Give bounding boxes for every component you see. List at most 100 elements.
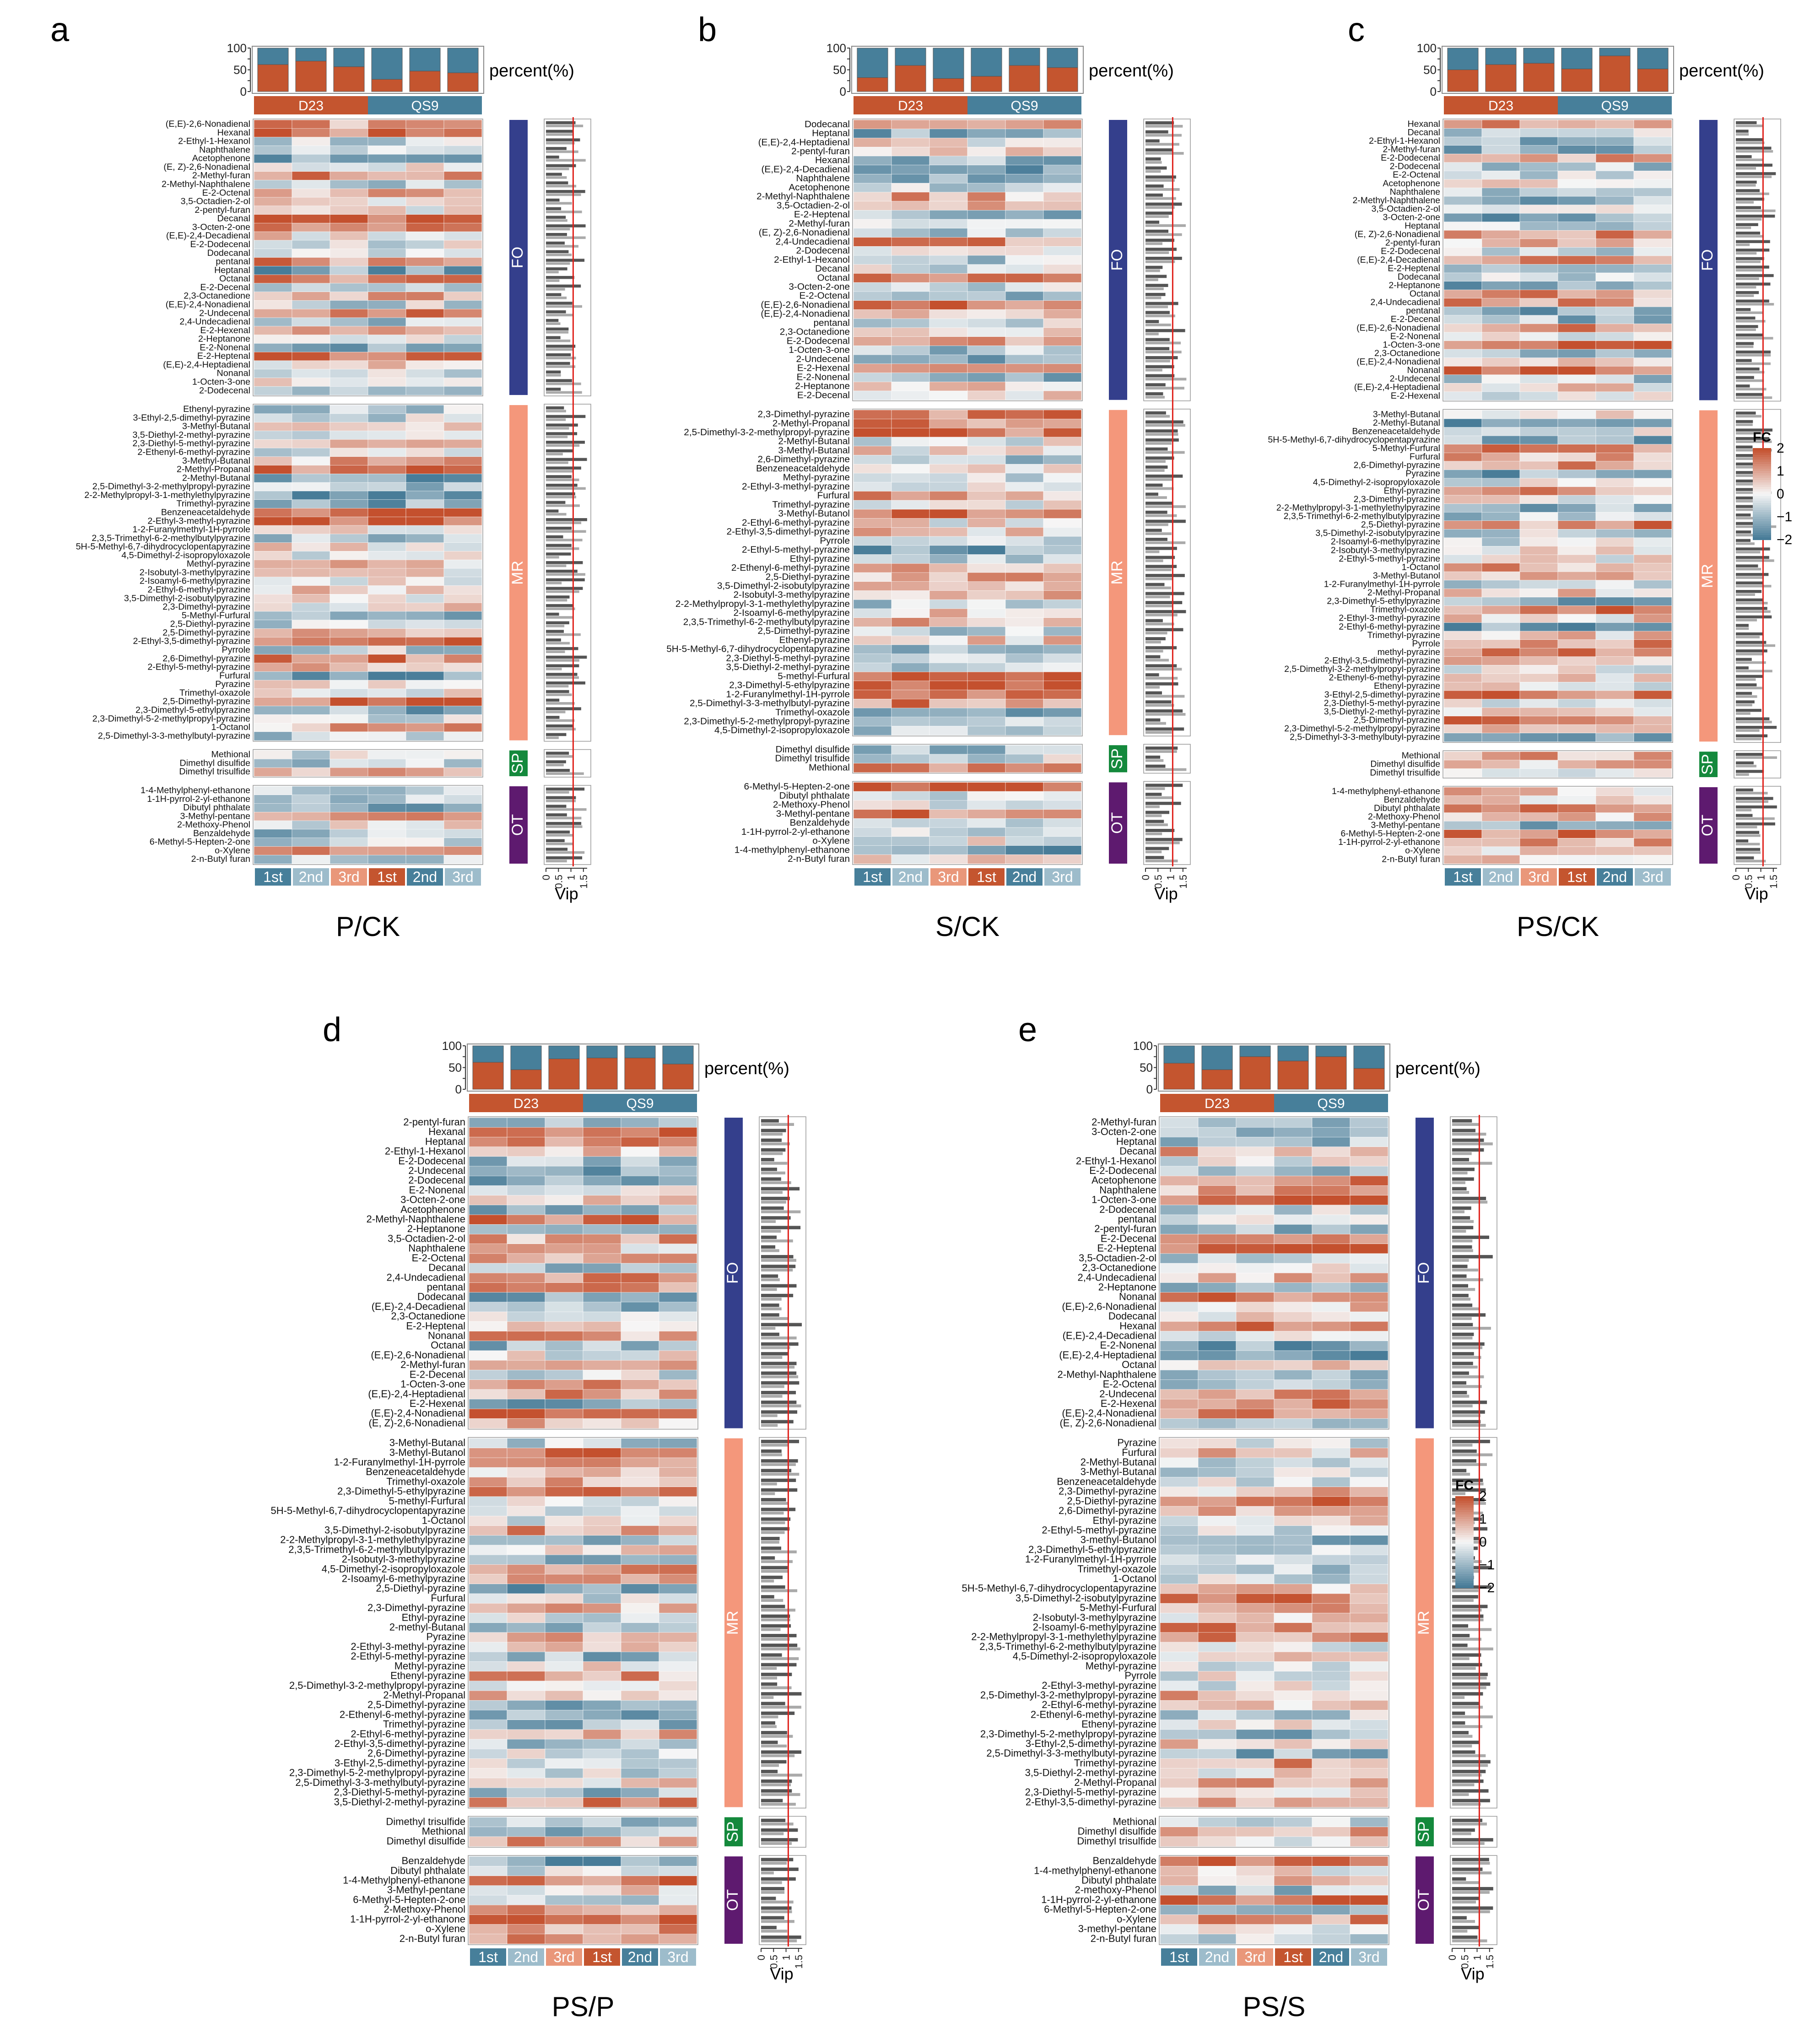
vip-bar bbox=[1736, 615, 1772, 619]
vip-bar bbox=[1736, 479, 1764, 483]
compound-label: 2,3,5-Trimethyl-6-2-methylbutylpyrazine bbox=[288, 1544, 465, 1555]
heat-cell bbox=[967, 500, 1006, 510]
vip-bar bbox=[1145, 640, 1161, 643]
category-label: SP bbox=[1415, 1822, 1432, 1842]
vip-bar bbox=[1145, 487, 1174, 490]
heat-cell bbox=[1312, 1166, 1351, 1176]
heat-cell bbox=[1236, 1146, 1275, 1157]
compound-label: Hexanal bbox=[815, 155, 850, 166]
compound-label: Benzaldehyde bbox=[1093, 1855, 1156, 1866]
heat-cell bbox=[367, 378, 406, 387]
heat-cell bbox=[367, 525, 406, 535]
heat-cell bbox=[443, 697, 482, 707]
vip-bar bbox=[1452, 1754, 1486, 1757]
heat-cell bbox=[1519, 724, 1558, 734]
percent-tick-label: 0 bbox=[1430, 85, 1437, 98]
heat-cell bbox=[853, 527, 892, 537]
heat-cell bbox=[443, 731, 482, 741]
heat-cell bbox=[405, 559, 444, 569]
heat-cell bbox=[1481, 418, 1520, 428]
vip-bar bbox=[1736, 249, 1770, 252]
heat-cell bbox=[1198, 1292, 1237, 1303]
vip-bar bbox=[1736, 826, 1757, 828]
heat-cell bbox=[1274, 1448, 1313, 1458]
heat-cell bbox=[330, 249, 368, 258]
heat-cell bbox=[929, 228, 968, 238]
stage-box bbox=[369, 868, 405, 886]
compound-label: 2-n-Butyl furan bbox=[191, 854, 250, 864]
heat-cell bbox=[929, 446, 968, 456]
heat-cell bbox=[254, 838, 292, 847]
percent-frame bbox=[1442, 46, 1674, 94]
heat-cell bbox=[1350, 1302, 1389, 1312]
panel-letter: d bbox=[323, 1011, 341, 1049]
heat-cell bbox=[659, 1885, 697, 1896]
heat-cell bbox=[1350, 1681, 1389, 1691]
heat-cell bbox=[292, 846, 330, 855]
category-ribbon bbox=[724, 1118, 743, 1428]
compound-label: 2-Dodecenal bbox=[1390, 162, 1440, 172]
heat-cell bbox=[1274, 1273, 1313, 1283]
legend-swatch bbox=[1455, 1544, 1474, 1547]
heat-cell bbox=[1443, 656, 1482, 665]
vip-bar bbox=[1145, 152, 1184, 155]
heat-cell bbox=[891, 698, 930, 708]
heat-cell bbox=[967, 291, 1006, 301]
vip-bar bbox=[546, 607, 575, 611]
heat-cell bbox=[967, 854, 1006, 864]
vip-bar bbox=[1452, 1410, 1485, 1414]
heat-cell bbox=[367, 119, 406, 129]
heat-cell bbox=[853, 836, 892, 846]
heat-cell bbox=[469, 1924, 508, 1935]
heat-cell bbox=[1160, 1302, 1199, 1312]
vip-bar bbox=[1145, 764, 1166, 768]
heat-cell bbox=[1633, 366, 1672, 375]
compound-label: Trimethyl-pyrazine bbox=[1367, 630, 1440, 640]
heat-cell bbox=[405, 611, 444, 621]
heat-cell bbox=[1236, 1545, 1275, 1555]
vip-bar bbox=[1145, 338, 1170, 341]
heat-cell bbox=[621, 1185, 659, 1196]
heat-cell bbox=[891, 473, 930, 483]
heat-cell bbox=[443, 197, 482, 206]
heat-cell bbox=[967, 255, 1006, 265]
heat-cell bbox=[443, 568, 482, 578]
vip-bar bbox=[1452, 1897, 1479, 1900]
heat-cell bbox=[621, 1827, 659, 1837]
heat-cell bbox=[1481, 374, 1520, 384]
heat-cell bbox=[967, 219, 1006, 229]
heat-cell bbox=[1312, 1856, 1351, 1867]
heat-cell bbox=[1198, 1418, 1237, 1429]
heat-cell bbox=[545, 1613, 584, 1623]
vip-bar bbox=[761, 1492, 775, 1495]
heat-cell bbox=[507, 1768, 546, 1779]
heat-cell bbox=[1274, 1467, 1313, 1478]
vip-bar bbox=[761, 1644, 798, 1647]
heat-cell bbox=[1236, 1681, 1275, 1691]
vip-bar bbox=[546, 768, 570, 772]
compound-label: (E,E)-2,4-Decadienal bbox=[1063, 1330, 1156, 1341]
compound-label: Heptanal bbox=[214, 265, 250, 275]
vip-bar bbox=[1145, 610, 1186, 613]
compound-label: 2,3,5-Trimethyl-6-2-methylbutylpyrazine bbox=[1284, 511, 1440, 521]
vip-bar bbox=[761, 1735, 793, 1738]
percent-bar-blue bbox=[1009, 48, 1040, 66]
heat-cell bbox=[1519, 699, 1558, 708]
heat-cell bbox=[853, 536, 892, 546]
group-label: QS9 bbox=[626, 1096, 654, 1111]
compound-label: 2-Ethyl-5-methyl-pyrazine bbox=[351, 1650, 465, 1662]
section-frame bbox=[852, 781, 1083, 865]
vip-bar bbox=[546, 382, 581, 385]
vip-bar bbox=[1452, 1799, 1490, 1802]
percent-bar-orange bbox=[510, 1069, 542, 1090]
heat-cell bbox=[254, 723, 292, 732]
vip-bar bbox=[761, 1327, 776, 1330]
vip-bar bbox=[1452, 1774, 1482, 1777]
heat-cell bbox=[1312, 1720, 1351, 1730]
heat-cell bbox=[1481, 495, 1520, 504]
heat-cell bbox=[254, 508, 292, 517]
compound-label: 3-Octen-2-one bbox=[1091, 1126, 1156, 1137]
heat-cell bbox=[583, 1622, 621, 1633]
heat-cell bbox=[1595, 366, 1634, 375]
stage-label: 2nd bbox=[1319, 1949, 1343, 1965]
